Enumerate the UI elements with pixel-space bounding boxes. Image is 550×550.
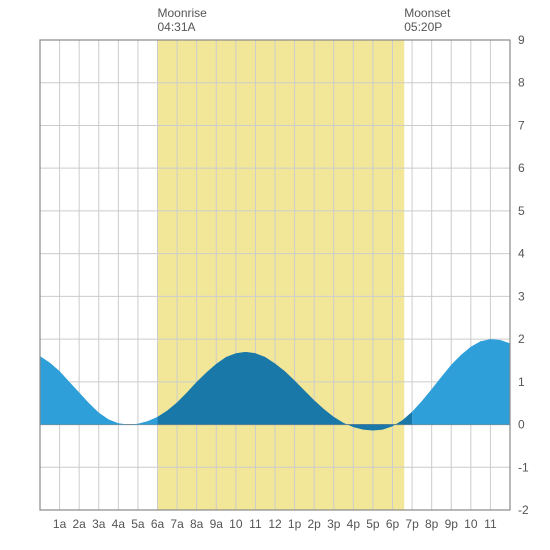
x-tick-label: 4p [347,517,361,531]
x-tick-label: 8a [190,517,204,531]
y-tick-label: -2 [518,503,529,517]
x-tick-label: 11 [484,517,497,531]
x-tick-label: 2a [72,517,86,531]
x-tick-label: 10 [229,517,243,531]
moonset-title: Moonset [404,6,450,20]
y-tick-label: -1 [518,460,529,474]
x-tick-label: 10 [464,517,478,531]
moonrise-title: Moonrise [158,6,207,20]
y-tick-label: 0 [518,418,525,432]
moonrise-label: Moonrise 04:31A [158,6,207,35]
x-tick-label: 5p [366,517,380,531]
y-tick-label: 3 [518,289,525,303]
x-tick-label: 6p [386,517,400,531]
chart-svg: -2-101234567891a2a3a4a5a6a7a8a9a1011121p… [0,0,550,550]
x-tick-label: 12 [268,517,282,531]
moonrise-time: 04:31A [158,20,196,34]
y-tick-label: 1 [518,375,525,389]
y-tick-label: 5 [518,204,525,218]
y-tick-label: 7 [518,118,525,132]
x-tick-label: 2p [307,517,321,531]
x-tick-label: 1p [288,517,302,531]
tide-chart: Moonrise 04:31A Moonset 05:20P -2-101234… [0,0,550,550]
x-tick-label: 1a [53,517,67,531]
moonset-time: 05:20P [404,20,442,34]
y-tick-label: 8 [518,76,525,90]
x-tick-label: 8p [425,517,439,531]
x-tick-label: 7p [405,517,419,531]
y-tick-label: 9 [518,33,525,47]
y-tick-label: 4 [518,247,525,261]
moonset-label: Moonset 05:20P [404,6,450,35]
y-tick-label: 2 [518,332,525,346]
x-tick-label: 9p [445,517,459,531]
x-tick-label: 11 [249,517,262,531]
x-tick-label: 6a [151,517,165,531]
x-tick-label: 9a [210,517,224,531]
x-tick-label: 3a [92,517,106,531]
x-tick-label: 4a [112,517,126,531]
x-tick-label: 3p [327,517,341,531]
x-tick-label: 7a [170,517,184,531]
x-tick-label: 5a [131,517,145,531]
y-tick-label: 6 [518,161,525,175]
